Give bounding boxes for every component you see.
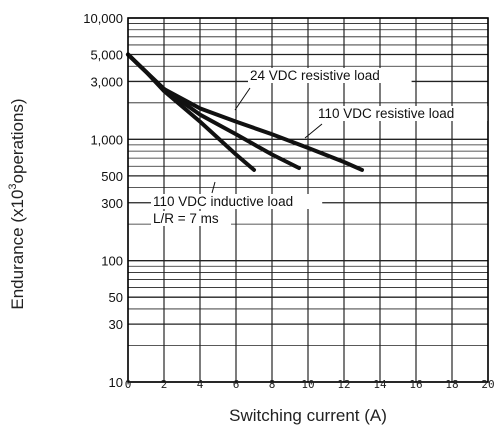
y-tick-label: 30: [109, 317, 123, 332]
series-line-3: [126, 52, 256, 172]
y-axis-label-unit: operations): [8, 98, 27, 183]
annotation-bg: [316, 106, 488, 121]
y-tick-label: 50: [109, 290, 123, 305]
y-tick-label: 10: [109, 375, 123, 390]
annotation-bg: [248, 68, 412, 83]
x-tick-label: 10: [301, 378, 314, 391]
x-tick-label: 20: [481, 378, 494, 391]
plot-border: [127, 17, 489, 383]
y-tick-label: 5,000: [90, 48, 123, 63]
y-tick-labels: 10,000 5,000 3,000 1,000 500 300 100 50 30 10: [83, 11, 123, 390]
x-tick-label: 16: [409, 378, 422, 391]
x-tick-label: 12: [337, 378, 350, 391]
x-tick-label: 0: [125, 378, 132, 391]
x-tick-label: 2: [161, 378, 168, 391]
y-axis-label-superscript: 3: [7, 183, 19, 189]
y-tick-label: 300: [101, 196, 123, 211]
y-axis-label-main: Endurance (x10: [8, 190, 27, 310]
x-tick-label: 6: [233, 378, 240, 391]
annotation-label: 110 VDC resistive load: [318, 106, 454, 121]
y-tick-label: 3,000: [90, 74, 123, 89]
curves: [126, 52, 364, 172]
annotation-leader: [234, 87, 251, 111]
annotation-leader: [211, 181, 216, 194]
x-tick-label: 18: [445, 378, 458, 391]
x-tick-label: 8: [269, 378, 276, 391]
y-tick-label: 500: [101, 169, 123, 184]
annotation-label: 24 VDC resistive load: [250, 68, 380, 83]
annotation-label: 110 VDC inductive load: [153, 194, 293, 209]
annotation-bg: [151, 194, 323, 209]
y-tick-label: 1,000: [90, 132, 123, 147]
annotation-label: L/R = 7 ms: [153, 211, 219, 226]
annotation-bg: [151, 211, 231, 226]
y-axis-label: Endurance (x103operations): [7, 98, 27, 309]
annotation-leader: [304, 123, 323, 139]
x-tick-label: 14: [373, 378, 387, 391]
y-tick-label: 100: [101, 254, 123, 269]
x-tick-label: 4: [197, 378, 204, 391]
x-axis-label: Switching current (A): [229, 406, 387, 425]
annotations: 24 VDC resistive load 110 VDC resistive l…: [151, 68, 488, 226]
x-tick-labels: 0 2 4 6 8 10 12 14 16 18 20: [125, 378, 495, 391]
y-tick-label: 10,000: [83, 11, 123, 26]
plot-frame: [127, 17, 489, 383]
